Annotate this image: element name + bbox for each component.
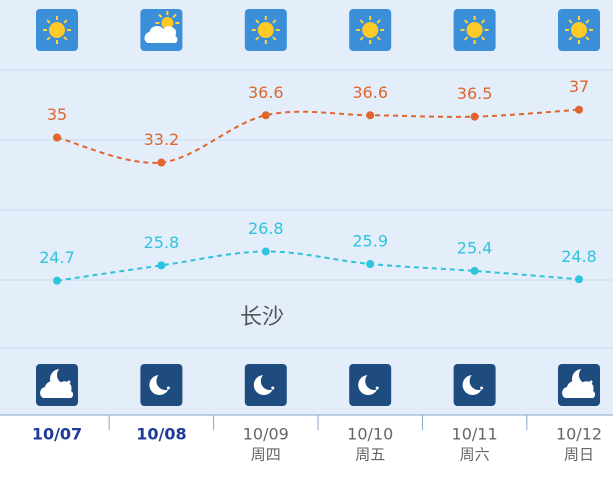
value-label: 36.6 [248,83,284,102]
moon-cut [365,372,384,390]
sun-ray [272,19,277,24]
weather-icon [244,9,287,51]
data-point [575,105,583,114]
weather-icon [349,9,392,51]
weekday-label: 周五 [355,446,385,464]
sun-ray [172,13,177,19]
value-label: 35 [47,105,67,124]
value-label: 24.7 [39,248,75,267]
sun-ray [359,19,364,24]
value-label: 25.8 [144,233,180,252]
weather-icon [36,9,78,51]
series-line [56,250,580,282]
sun-ray [158,13,163,19]
value-label: 36.5 [457,84,493,103]
sun-ray [585,19,590,24]
sun [49,22,65,38]
sun-ray [255,19,260,24]
weekday-label: 周四 [251,446,281,464]
weather-icon [36,364,78,406]
sun-ray [463,19,469,24]
sun [362,22,379,38]
sun [257,22,274,38]
cloud [562,380,596,398]
sun-ray [585,36,590,41]
value-label: 24.8 [561,247,597,266]
value-label: 25.9 [352,231,388,250]
value-label: 25.4 [457,238,493,257]
date-label: 10/10 [347,425,393,444]
weather-icon [140,364,183,406]
value-label: 33.2 [144,130,180,149]
sun-ray [46,36,51,41]
date-label: 10/07 [32,425,82,444]
sun-ray [46,19,51,24]
data-point [366,259,375,268]
sun [161,17,174,29]
star [375,386,379,390]
data-point [157,158,166,167]
moon-cut [260,372,279,390]
sun-ray [376,36,381,41]
data-point [261,111,270,120]
weather-icon [349,364,392,406]
sun-ray [359,36,364,41]
data-point [470,266,479,275]
sun-ray [63,36,68,41]
sun-ray [480,19,486,24]
star [271,386,275,390]
sun-ray [376,19,381,24]
weather-icon [140,9,183,51]
city-label: 长沙 [240,305,284,330]
date-label: 10/09 [243,425,289,444]
cloud [40,380,74,398]
value-label: 36.6 [352,83,388,102]
sun-ray [255,36,260,41]
sun [466,22,483,38]
weekday-label: 周日 [564,446,594,464]
sun-ray [568,36,573,41]
data-point [261,247,270,256]
data-point [53,133,61,142]
sun-ray [63,19,68,24]
data-point [53,276,61,285]
star [166,386,170,390]
weather-icon [453,9,496,51]
weather-icon [244,364,287,406]
date-label: 10/11 [452,425,498,444]
moon-cut [579,366,597,384]
sun-ray [480,36,486,41]
data-point [157,261,166,270]
star [480,386,484,390]
value-label: 26.8 [248,219,284,238]
plot-background [0,0,613,415]
sun-ray [568,19,573,24]
weather-icon [558,9,600,51]
weekday-label: 周六 [460,446,490,464]
sun-ray [272,36,277,41]
value-label: 37 [569,77,589,96]
data-point [470,112,479,121]
sun [571,22,587,38]
date-label: 10/08 [136,425,186,444]
weather-icon [453,364,496,406]
moon-cut [156,372,175,390]
moon-cut [469,372,488,390]
weather-icon [558,364,600,406]
cloud [144,25,178,43]
series-line [56,108,580,164]
date-label: 10/12 [556,425,602,444]
data-point [366,111,375,120]
grid [0,69,613,349]
sun-ray [463,36,469,41]
moon-cut [57,366,75,384]
data-point [575,275,583,284]
